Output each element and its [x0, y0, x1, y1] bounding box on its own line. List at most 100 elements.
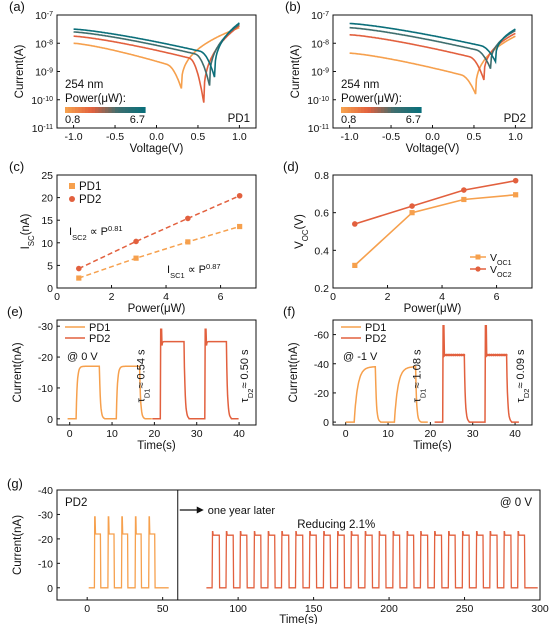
legend-label-part: OC2 — [497, 271, 512, 279]
power-colorbar-segment — [394, 107, 399, 113]
plateau-marker — [494, 353, 497, 357]
power-max-label: 6.7 — [130, 114, 145, 126]
power-colorbar-segment — [354, 107, 359, 113]
legend-label: PD1 — [365, 322, 386, 334]
fit-equation-label: ISC2 ∝ P0.81 — [69, 224, 123, 242]
fit-equation-label-part: I — [69, 226, 72, 238]
bias-label: @ 0 V — [500, 497, 532, 509]
y-tick-label: -20 — [38, 534, 53, 546]
x-tick-label: 4 — [163, 291, 169, 303]
y-tick-exp: -10 — [319, 95, 329, 102]
x-axis-label: Power(μW) — [128, 303, 186, 315]
y-tick-label: -20 — [314, 388, 329, 400]
y-tick-base: 10 — [311, 67, 323, 79]
legend-marker — [475, 266, 481, 272]
tau-label-part: ≈ 0.09 s — [515, 349, 527, 389]
y-tick-label: -40 — [38, 485, 53, 497]
power-colorbar-segment — [347, 107, 352, 113]
plateau-marker — [460, 353, 464, 357]
voc-point — [461, 196, 467, 203]
panel-label: (f) — [283, 304, 295, 319]
y-axis-label: Current(A) — [290, 44, 302, 98]
y-axis-label-part: SC — [27, 235, 36, 246]
panel-d: (d)0 2 4 60.20.40.60.8Power(μW)VOC(V)VOC1VO… — [283, 159, 533, 315]
bias-label: @ 0 V — [67, 351, 98, 363]
plateau-marker — [458, 353, 461, 357]
x-tick-label: 300 — [531, 603, 549, 615]
power-colorbar-segment — [135, 107, 139, 113]
power-colorbar-segment — [81, 107, 86, 113]
power-min-label: 0.8 — [65, 114, 80, 126]
plateau-marker — [445, 353, 449, 357]
tau-label-part: D2 — [522, 389, 531, 399]
y-tick-label: 0.4 — [314, 245, 329, 257]
voc-point — [461, 187, 467, 193]
y-axis-label: Current(nA) — [288, 342, 300, 402]
power-colorbar-segment — [121, 107, 126, 113]
x-tick-label: 0 — [343, 428, 349, 440]
plateau-marker — [449, 353, 453, 357]
panel-label: (b) — [285, 0, 301, 14]
y-tick-label: 10-11 — [32, 123, 53, 135]
y-tick-label: 10-8 — [35, 38, 53, 50]
y-axis-label: Current(A) — [14, 44, 26, 98]
y-tick-exp: -7 — [47, 11, 53, 18]
legend-label: VOC2 — [490, 264, 512, 279]
power-colorbar-segment — [71, 107, 76, 113]
y-tick-label: 15 — [41, 215, 53, 227]
y-tick-base: 10 — [311, 10, 323, 22]
plateau-marker — [498, 353, 502, 357]
x-tick-label: -1.0 — [341, 131, 359, 143]
panel-label: (a) — [9, 0, 25, 14]
data-point-pd1 — [76, 275, 82, 281]
y-axis-label-part: I — [20, 246, 32, 249]
plateau-marker — [456, 353, 459, 357]
power-colorbar-segment — [401, 107, 405, 113]
tau-label-part: ≈ 0.50 s — [239, 349, 251, 389]
x-tick-label: 30 — [191, 428, 203, 440]
y-tick-label: 10-8 — [311, 38, 329, 50]
power-colorbar-segment — [85, 107, 89, 113]
legend-label-part: OC1 — [497, 259, 512, 267]
legend-label: PD2 — [79, 194, 101, 206]
y-tick-base: 10 — [307, 95, 319, 107]
y-tick-label: 0 — [47, 583, 53, 595]
data-point-pd1 — [185, 239, 191, 245]
iv-curve — [73, 26, 240, 89]
x-tick-label: 40 — [509, 428, 521, 440]
iv-curve — [349, 35, 516, 95]
x-tick-label: 2 — [109, 291, 115, 303]
sample-label: PD2 — [65, 497, 87, 509]
panel-c: (c)0 2 4 60510152025Power(μW)ISC(nA)PD1PD2I… — [9, 159, 257, 315]
y-tick-label: 20 — [41, 193, 53, 205]
voc-point — [352, 262, 358, 268]
plateau-marker — [462, 353, 466, 357]
power-colorbar-segment — [371, 107, 375, 113]
y-tick-exp: -8 — [47, 39, 53, 46]
power-colorbar-segment — [68, 107, 73, 113]
fit-equation-label-part: ∝ P — [87, 226, 108, 238]
y-tick-exp: -11 — [319, 124, 329, 131]
y-tick-label: 0 — [47, 283, 53, 295]
x-tick-label: 4 — [439, 291, 445, 303]
power-max-label: 6.7 — [406, 114, 421, 126]
legend-marker — [475, 254, 481, 260]
plateau-marker — [447, 353, 451, 357]
x-axis-label: Time(s) — [413, 440, 452, 452]
y-tick-exp: -7 — [323, 11, 329, 18]
x-tick-label: 40 — [233, 428, 245, 440]
tau-label-part: D2 — [246, 389, 255, 399]
y-tick-label: 10-10 — [307, 95, 329, 107]
plateau-marker — [492, 353, 495, 357]
power-colorbar-segment — [65, 107, 69, 113]
power-label: Power(μW): — [341, 93, 402, 105]
fit-equation-label-part: 0.87 — [206, 262, 221, 271]
arrow-head-icon — [196, 506, 204, 514]
plateau-marker — [500, 353, 504, 357]
x-tick-label: 0 — [67, 428, 73, 440]
panel-f: (f) 0 10 20 30 40 0 -20 -40 -60 Time(s) Current(nA)… — [283, 304, 533, 452]
cycling-trace-1 — [206, 530, 538, 589]
x-tick-label: 20 — [149, 428, 161, 440]
data-point-pd1 — [133, 255, 139, 261]
power-colorbar-segment — [141, 107, 146, 113]
